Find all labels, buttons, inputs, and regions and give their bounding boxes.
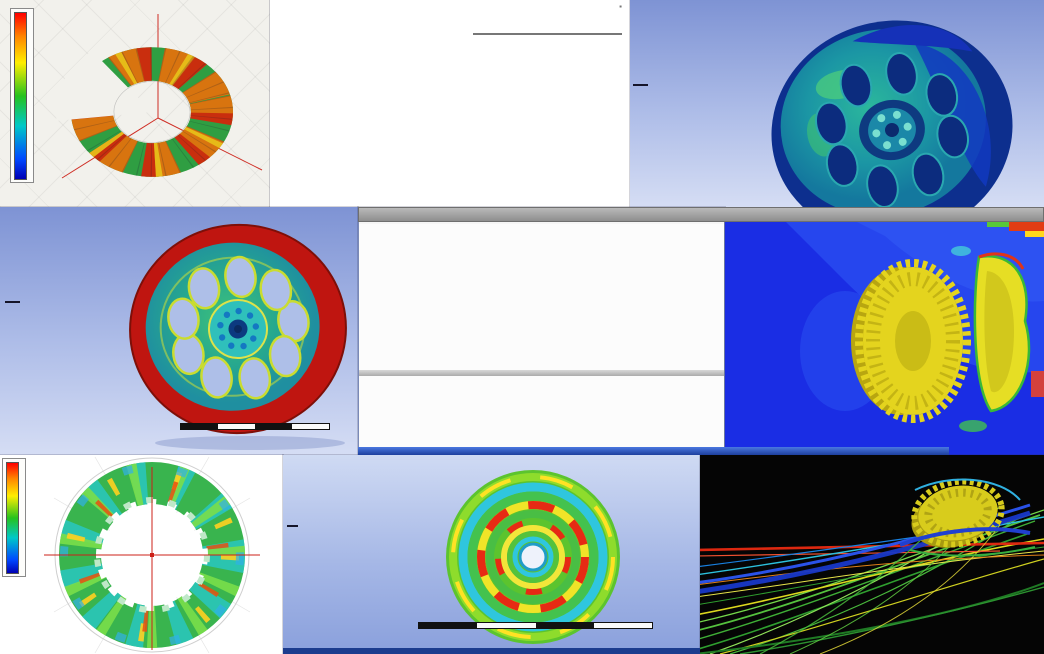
legend-colorbar <box>14 12 27 180</box>
field-legend <box>2 458 26 577</box>
pressure-legend <box>287 525 302 527</box>
panel-frequency-response-window <box>357 206 726 456</box>
field-legend <box>10 8 34 183</box>
window-splitter[interactable] <box>359 370 724 376</box>
scale-bar <box>180 422 330 431</box>
panel-maxwell-torus <box>0 0 271 208</box>
legend-colorbar <box>6 462 19 574</box>
panel-harmonic-response-top <box>629 0 1044 208</box>
frequency-response-window-titlebar[interactable] <box>358 207 1044 222</box>
streamline-plot <box>700 478 1044 654</box>
legend-colorbar <box>5 301 20 303</box>
scale-bar <box>418 621 653 630</box>
torus-field-plot <box>55 14 263 179</box>
panel-cfd-pathlines <box>699 454 1044 654</box>
scale-bar-graphic <box>418 622 653 629</box>
deformation-legend <box>633 84 652 86</box>
panel-harmonic-response-left <box>0 206 359 456</box>
amp-plot-svg <box>359 224 724 370</box>
panel-maxwell-ring <box>0 454 284 654</box>
stator-coil-torus <box>55 47 233 177</box>
gear <box>851 259 971 423</box>
plot-corner-label: ▪ <box>615 2 622 11</box>
phase-plot-svg <box>359 376 724 454</box>
frequency-response-body <box>359 224 724 454</box>
scale-bar-graphic <box>180 423 330 430</box>
panel-current-plot: ▪ <box>269 0 631 208</box>
ring-field-plot <box>44 456 260 654</box>
deformation-legend <box>5 301 24 303</box>
flywheel-plot <box>129 223 347 450</box>
deformed-wheel-plot <box>771 20 1013 207</box>
curve-legend-table <box>473 33 622 35</box>
legend-colorbar <box>287 525 298 527</box>
legend-colorbar <box>633 84 648 86</box>
window-bottom-edge <box>358 447 949 455</box>
window-bottom-edge-navy <box>283 648 700 654</box>
current-plot-svg <box>270 13 630 207</box>
cfd-contour-plot <box>725 221 1044 455</box>
panel-cfd-velocity-contour <box>724 220 1044 456</box>
pin-icon[interactable]: ▪ <box>619 2 622 11</box>
panel-acoustic-pressure <box>282 454 701 654</box>
